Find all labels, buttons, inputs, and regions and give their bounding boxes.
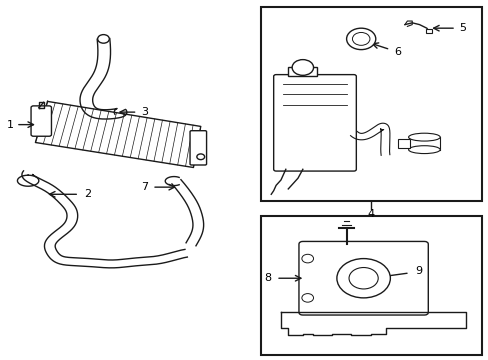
Text: 9: 9 [414,266,421,276]
Circle shape [352,32,369,45]
Text: 7: 7 [141,182,148,192]
Text: 1: 1 [7,120,14,130]
Text: 2: 2 [84,189,91,199]
Bar [260,7,481,202]
Bar [287,67,317,76]
Text: 6: 6 [393,47,400,57]
Text: 8: 8 [264,273,271,283]
FancyBboxPatch shape [190,131,206,165]
Circle shape [291,60,313,75]
Bar [397,139,409,148]
Circle shape [301,294,313,302]
Circle shape [197,154,204,159]
Circle shape [98,35,109,43]
FancyBboxPatch shape [273,75,356,171]
Bar [425,29,431,33]
Bar [260,216,481,355]
Ellipse shape [408,146,439,154]
Text: 5: 5 [458,23,465,33]
FancyBboxPatch shape [298,242,427,315]
Circle shape [346,28,375,50]
Circle shape [336,258,389,298]
Circle shape [348,267,377,289]
Text: 3: 3 [141,107,148,117]
Ellipse shape [408,133,439,141]
Text: 4: 4 [366,209,374,219]
Circle shape [301,254,313,263]
FancyBboxPatch shape [31,106,51,136]
